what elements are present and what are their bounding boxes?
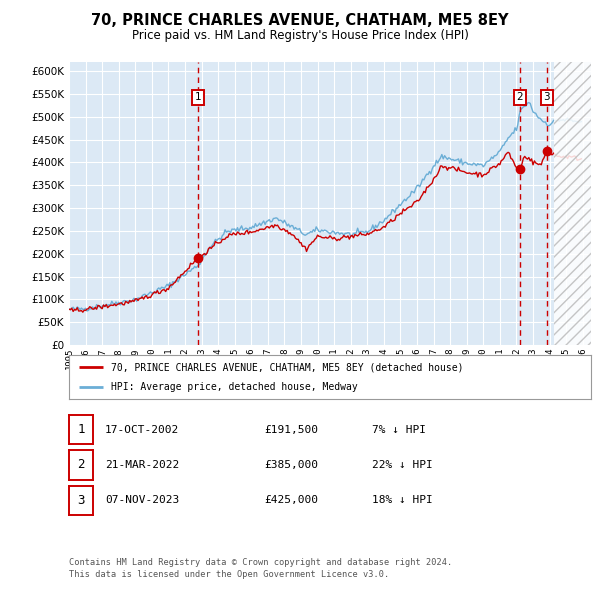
Text: 3: 3 [544,93,550,102]
Text: £191,500: £191,500 [264,425,318,434]
Text: 1: 1 [77,423,85,436]
Text: 2: 2 [77,458,85,471]
Text: 2: 2 [517,93,523,102]
Text: 3: 3 [77,494,85,507]
Text: Price paid vs. HM Land Registry's House Price Index (HPI): Price paid vs. HM Land Registry's House … [131,29,469,42]
Text: 7% ↓ HPI: 7% ↓ HPI [372,425,426,434]
Text: 21-MAR-2022: 21-MAR-2022 [105,460,179,470]
Text: 18% ↓ HPI: 18% ↓ HPI [372,496,433,505]
Text: Contains HM Land Registry data © Crown copyright and database right 2024.
This d: Contains HM Land Registry data © Crown c… [69,558,452,579]
Text: 22% ↓ HPI: 22% ↓ HPI [372,460,433,470]
Text: 70, PRINCE CHARLES AVENUE, CHATHAM, ME5 8EY: 70, PRINCE CHARLES AVENUE, CHATHAM, ME5 … [91,13,509,28]
Text: 1: 1 [195,93,202,102]
Text: 70, PRINCE CHARLES AVENUE, CHATHAM, ME5 8EY (detached house): 70, PRINCE CHARLES AVENUE, CHATHAM, ME5 … [111,362,463,372]
Text: 17-OCT-2002: 17-OCT-2002 [105,425,179,434]
Text: HPI: Average price, detached house, Medway: HPI: Average price, detached house, Medw… [111,382,358,392]
Text: £425,000: £425,000 [264,496,318,505]
Text: £385,000: £385,000 [264,460,318,470]
Text: 07-NOV-2023: 07-NOV-2023 [105,496,179,505]
Bar [554,39,591,345]
